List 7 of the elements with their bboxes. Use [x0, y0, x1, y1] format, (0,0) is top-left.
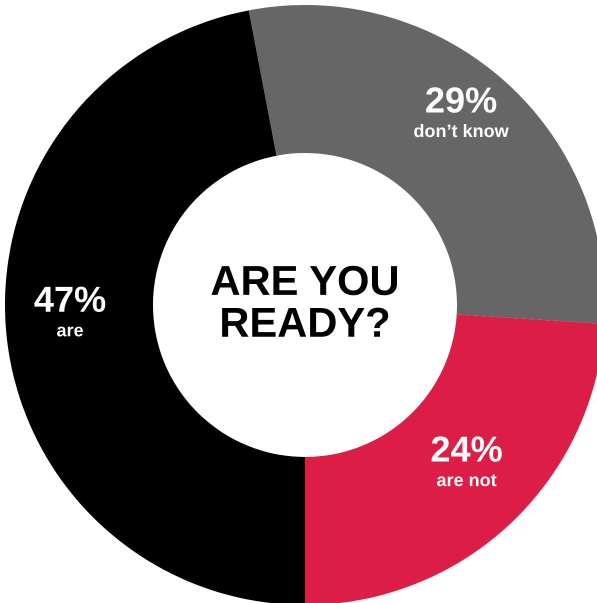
data-label: 24%	[432, 436, 502, 462]
slice-label: are not	[436, 474, 496, 486]
text: ARE YOU READY?	[211, 266, 398, 337]
data-label: 47%	[34, 286, 106, 312]
slice-label: don’t know	[414, 124, 509, 138]
data-label: 29%	[426, 87, 496, 113]
slice-label: are	[57, 326, 83, 336]
